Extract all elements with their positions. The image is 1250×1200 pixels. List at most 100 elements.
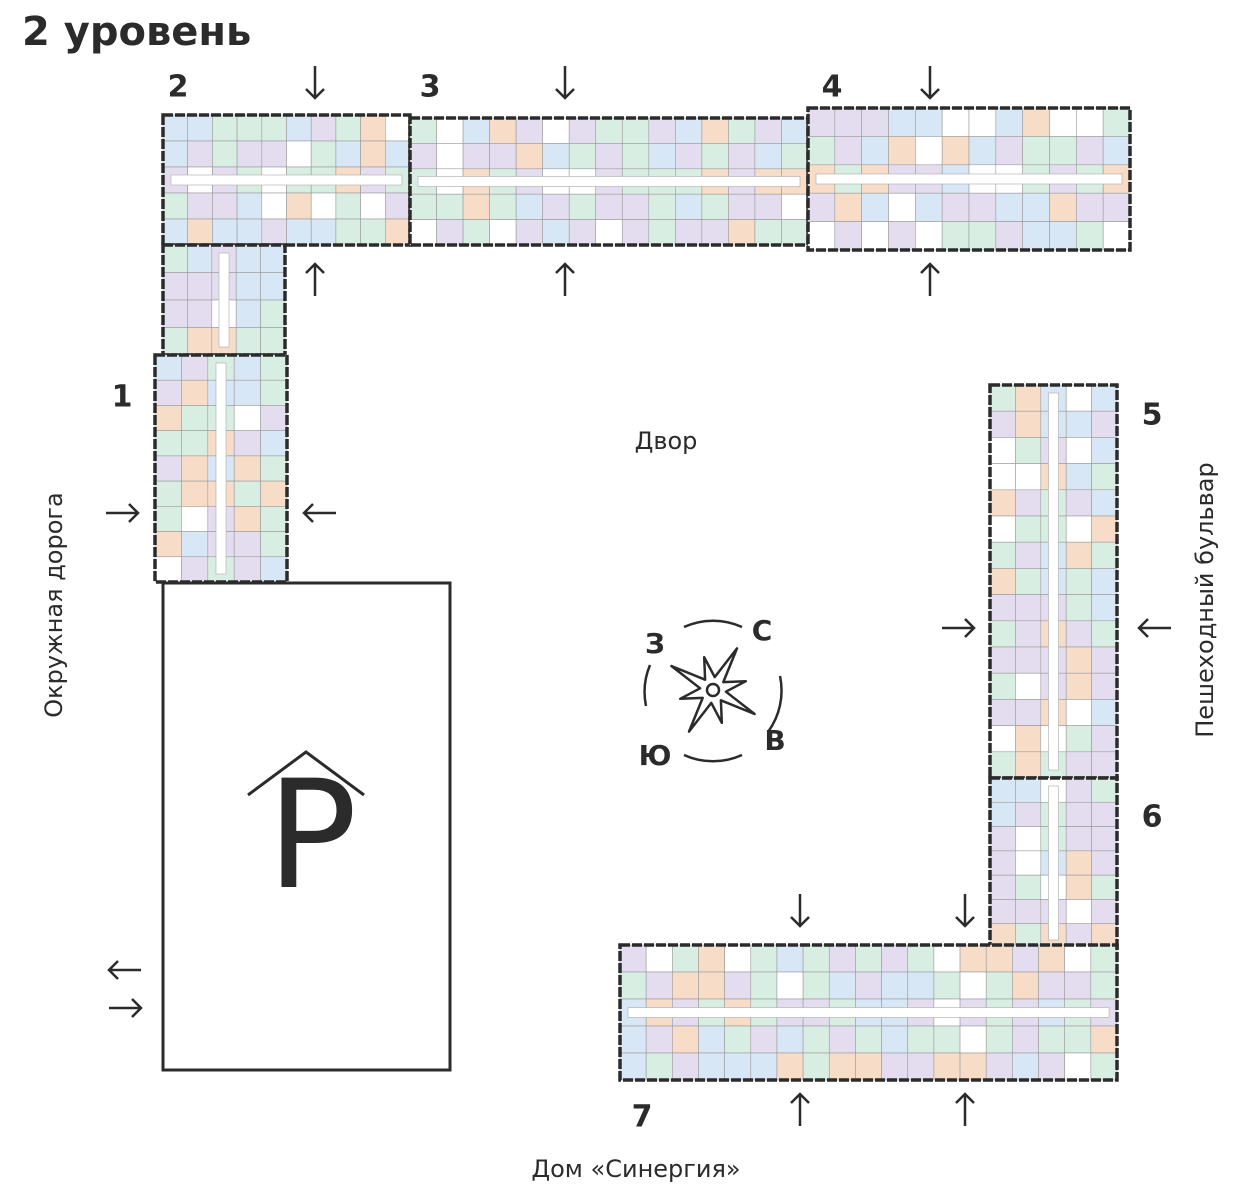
apartment (724, 1025, 752, 1054)
entrance-arrow (305, 262, 325, 296)
apartment (1076, 136, 1104, 166)
apartment (181, 405, 209, 431)
apartment (260, 405, 288, 431)
apartment (409, 117, 437, 144)
apartment (286, 140, 312, 168)
apartment (515, 143, 543, 170)
apartment (187, 299, 213, 328)
apartment (888, 221, 916, 251)
apartment (1091, 826, 1118, 852)
apartment (1015, 777, 1042, 803)
apartment (995, 136, 1023, 166)
apartment (750, 971, 778, 1000)
apartment (233, 480, 261, 507)
apartment (1015, 725, 1042, 753)
apartment (1065, 850, 1092, 876)
apartment (728, 193, 756, 220)
buildings (153, 106, 1132, 1082)
apartment (489, 193, 517, 220)
apartment (621, 193, 650, 220)
apartment (1091, 620, 1118, 648)
apartment (335, 218, 361, 246)
apartment (648, 193, 676, 220)
street-label: Окружная дорога (40, 492, 68, 717)
apartment (1012, 971, 1039, 1000)
entrance-arrow (942, 618, 976, 638)
apartment (286, 218, 312, 246)
apartment (828, 1052, 856, 1081)
apartment (701, 193, 729, 220)
apartment (286, 192, 312, 220)
apartment (1015, 850, 1042, 876)
apartment (1015, 410, 1042, 438)
apartment (260, 379, 288, 406)
apartment (409, 219, 437, 246)
apartment (1065, 699, 1092, 726)
apartment (933, 971, 961, 1000)
apartment (154, 556, 182, 583)
apartment (162, 327, 188, 356)
apartment (1065, 568, 1092, 595)
apartment (941, 136, 970, 166)
apartment (187, 272, 213, 301)
apartment (1091, 489, 1118, 517)
apartment (1065, 874, 1092, 900)
apartment (888, 192, 916, 222)
apartment (807, 136, 836, 166)
apartment (989, 620, 1016, 648)
apartment (462, 117, 490, 144)
apartment (235, 244, 261, 273)
apartment (181, 531, 209, 558)
apartment (855, 1025, 882, 1054)
corridor (218, 252, 230, 348)
street-label: Пешеходный бульвар (1191, 462, 1219, 737)
entrance-arrow (302, 503, 336, 523)
apartment (181, 556, 209, 583)
apartment (1102, 136, 1131, 166)
apartment (235, 327, 261, 356)
apartment (989, 541, 1016, 569)
apartment (959, 1052, 987, 1081)
apartment (1064, 1025, 1092, 1054)
apartment (154, 405, 182, 431)
apartment (1091, 777, 1118, 803)
apartment (834, 136, 862, 166)
apartment (1038, 944, 1065, 973)
apartment (1076, 221, 1104, 251)
apartment (595, 193, 623, 220)
apartment (701, 143, 729, 170)
apartment (855, 944, 882, 973)
apartment (672, 1025, 699, 1054)
apartment (462, 143, 490, 170)
apartment (1015, 489, 1042, 517)
apartment (968, 221, 997, 251)
apartment (855, 1052, 882, 1081)
apartment (989, 725, 1016, 753)
apartment (968, 192, 997, 222)
apartment (489, 219, 517, 246)
apartment (698, 1052, 725, 1081)
apartment (1015, 899, 1042, 925)
apartment (1091, 594, 1118, 622)
apartment (1091, 437, 1118, 464)
apartment (595, 117, 623, 144)
apartment (568, 219, 597, 246)
apartment (621, 117, 650, 144)
apartment (1065, 594, 1092, 622)
apartment (1065, 410, 1092, 438)
apartment (915, 136, 943, 166)
entrance-arrow (920, 262, 940, 296)
apartment (933, 1052, 961, 1081)
apartment (1015, 515, 1042, 543)
apartment (409, 193, 437, 220)
apartment (384, 218, 411, 246)
apartment (260, 272, 286, 301)
apartment (907, 971, 935, 1000)
apartment (1012, 1052, 1039, 1081)
apartment (959, 944, 987, 973)
apartment (154, 506, 182, 532)
apartment (212, 192, 238, 220)
apartment (233, 430, 261, 457)
apartment (1091, 751, 1118, 779)
apartment (750, 944, 778, 973)
